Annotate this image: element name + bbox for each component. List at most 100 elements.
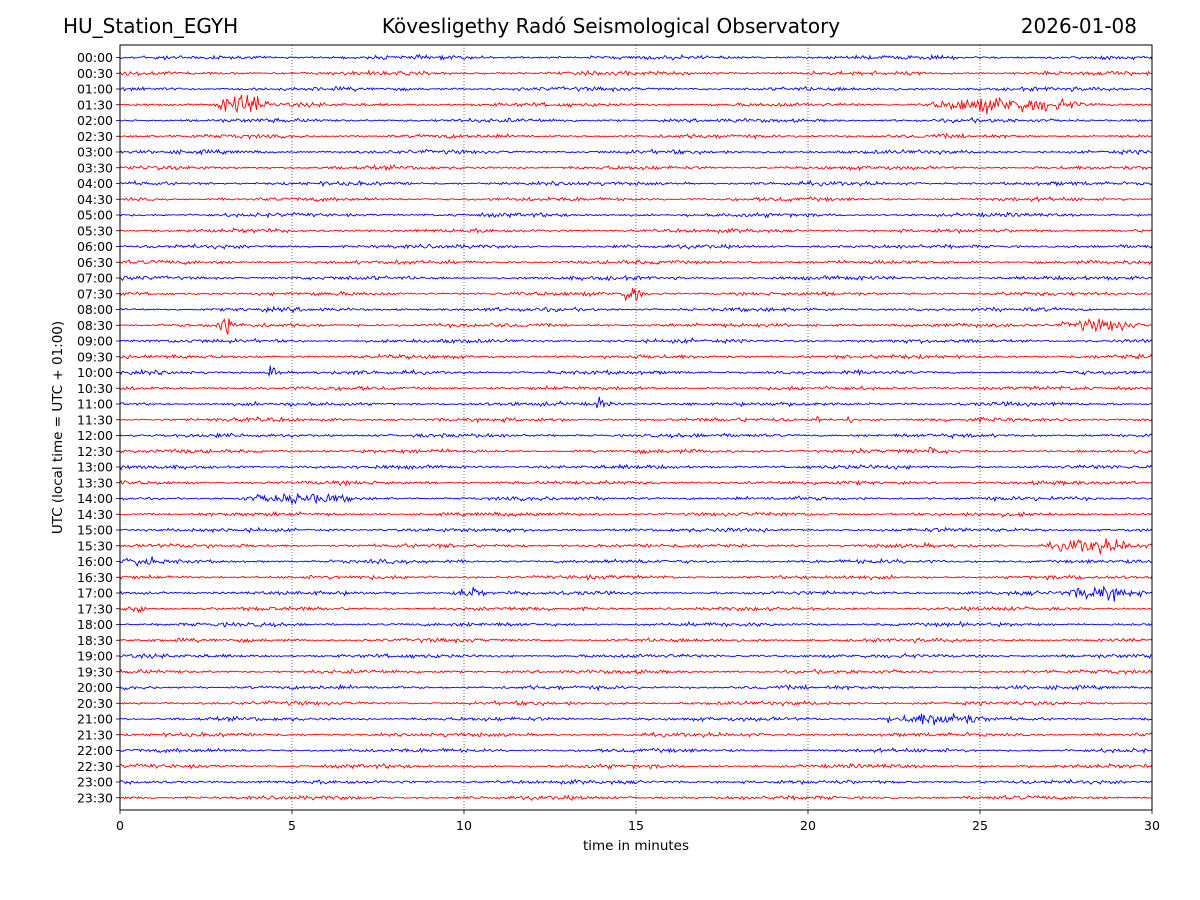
- trace-1700: [119, 585, 1153, 602]
- x-tick-label: 25: [972, 818, 988, 833]
- trace-0130: [119, 94, 1153, 115]
- y-tick-label: 11:00: [77, 397, 113, 412]
- y-tick-label: 07:30: [77, 286, 113, 301]
- y-tick-label: 18:00: [77, 617, 113, 632]
- y-tick-label: 23:30: [77, 790, 113, 805]
- trace-0330: [119, 163, 1153, 172]
- trace-1100: [119, 396, 1153, 409]
- y-axis-ticks: 00:0000:3001:0001:3002:0002:3003:0003:30…: [77, 50, 120, 805]
- x-tick-label: 15: [628, 818, 644, 833]
- y-tick-label: 04:00: [77, 176, 113, 191]
- y-tick-label: 17:00: [77, 586, 113, 601]
- y-tick-label: 06:30: [77, 255, 113, 270]
- trace-0500: [119, 211, 1153, 219]
- trace-1530: [119, 538, 1153, 555]
- x-tick-label: 20: [800, 818, 816, 833]
- y-tick-label: 17:30: [77, 601, 113, 616]
- seismic-traces: [119, 53, 1153, 802]
- y-tick-label: 12:00: [77, 428, 113, 443]
- trace-1200: [119, 432, 1153, 440]
- trace-2030: [119, 699, 1153, 707]
- trace-1230: [119, 447, 1153, 455]
- trace-0530: [119, 227, 1153, 235]
- y-tick-label: 01:30: [77, 97, 113, 112]
- trace-1900: [119, 652, 1153, 660]
- trace-0900: [119, 337, 1153, 345]
- trace-0730: [119, 287, 1153, 301]
- x-tick-label: 30: [1144, 818, 1160, 833]
- y-tick-label: 02:30: [77, 129, 113, 144]
- trace-2130: [119, 731, 1153, 739]
- trace-0830: [119, 317, 1153, 335]
- y-tick-label: 15:00: [77, 523, 113, 538]
- y-tick-label: 14:30: [77, 507, 113, 522]
- y-tick-label: 04:30: [77, 192, 113, 207]
- trace-0030: [119, 69, 1153, 77]
- y-tick-label: 22:00: [77, 743, 113, 758]
- trace-1430: [119, 510, 1153, 518]
- station-id: HU_Station_EGYH: [63, 14, 239, 38]
- trace-1300: [119, 463, 1153, 471]
- y-tick-label: 13:00: [77, 460, 113, 475]
- x-tick-label: 5: [288, 818, 296, 833]
- trace-1030: [119, 384, 1153, 392]
- trace-1830: [119, 637, 1153, 645]
- trace-1330: [119, 479, 1153, 487]
- y-tick-label: 02:00: [77, 113, 113, 128]
- grid-lines: [291, 45, 981, 810]
- x-tick-label: 0: [116, 818, 124, 833]
- trace-1930: [119, 668, 1153, 676]
- y-tick-label: 01:00: [77, 82, 113, 97]
- trace-0600: [119, 243, 1153, 250]
- y-tick-label: 00:00: [77, 50, 113, 65]
- trace-2200: [119, 747, 1153, 755]
- y-tick-label: 03:00: [77, 145, 113, 160]
- trace-1730: [119, 605, 1153, 614]
- y-tick-label: 21:00: [77, 712, 113, 727]
- trace-0230: [119, 132, 1153, 140]
- trace-0200: [119, 116, 1153, 124]
- trace-0000: [119, 53, 1153, 62]
- trace-2330: [119, 794, 1153, 802]
- y-tick-label: 05:00: [77, 208, 113, 223]
- y-tick-label: 19:00: [77, 649, 113, 664]
- trace-2230: [119, 762, 1153, 770]
- trace-0100: [119, 85, 1153, 93]
- trace-0630: [119, 259, 1153, 266]
- trace-2100: [119, 712, 1153, 726]
- y-tick-label: 11:30: [77, 412, 113, 427]
- y-tick-label: 15:30: [77, 538, 113, 553]
- x-tick-label: 10: [456, 818, 472, 833]
- y-tick-label: 00:30: [77, 66, 113, 81]
- trace-1400: [119, 492, 1153, 506]
- y-tick-label: 14:00: [77, 491, 113, 506]
- trace-1600: [119, 556, 1153, 568]
- trace-2000: [119, 683, 1153, 692]
- trace-1130: [119, 415, 1153, 424]
- trace-1500: [119, 526, 1153, 534]
- y-tick-label: 06:00: [77, 239, 113, 254]
- y-tick-label: 20:30: [77, 696, 113, 711]
- trace-0300: [119, 148, 1153, 156]
- y-tick-label: 13:30: [77, 475, 113, 490]
- trace-0400: [119, 179, 1153, 188]
- trace-1800: [119, 620, 1153, 628]
- trace-0700: [119, 274, 1153, 282]
- trace-0800: [119, 305, 1153, 314]
- y-tick-label: 10:30: [77, 381, 113, 396]
- y-tick-label: 18:30: [77, 633, 113, 648]
- y-tick-label: 08:00: [77, 302, 113, 317]
- trace-2300: [119, 778, 1153, 786]
- y-axis-label: UTC (local time = UTC + 01:00): [50, 321, 66, 534]
- y-tick-label: 08:30: [77, 318, 113, 333]
- y-tick-label: 09:00: [77, 334, 113, 349]
- y-tick-label: 20:00: [77, 680, 113, 695]
- trace-0930: [119, 352, 1153, 361]
- trace-0430: [119, 195, 1153, 203]
- y-tick-label: 10:00: [77, 365, 113, 380]
- y-tick-label: 07:00: [77, 271, 113, 286]
- y-tick-label: 22:30: [77, 759, 113, 774]
- y-tick-label: 09:30: [77, 349, 113, 364]
- trace-1000: [119, 365, 1153, 378]
